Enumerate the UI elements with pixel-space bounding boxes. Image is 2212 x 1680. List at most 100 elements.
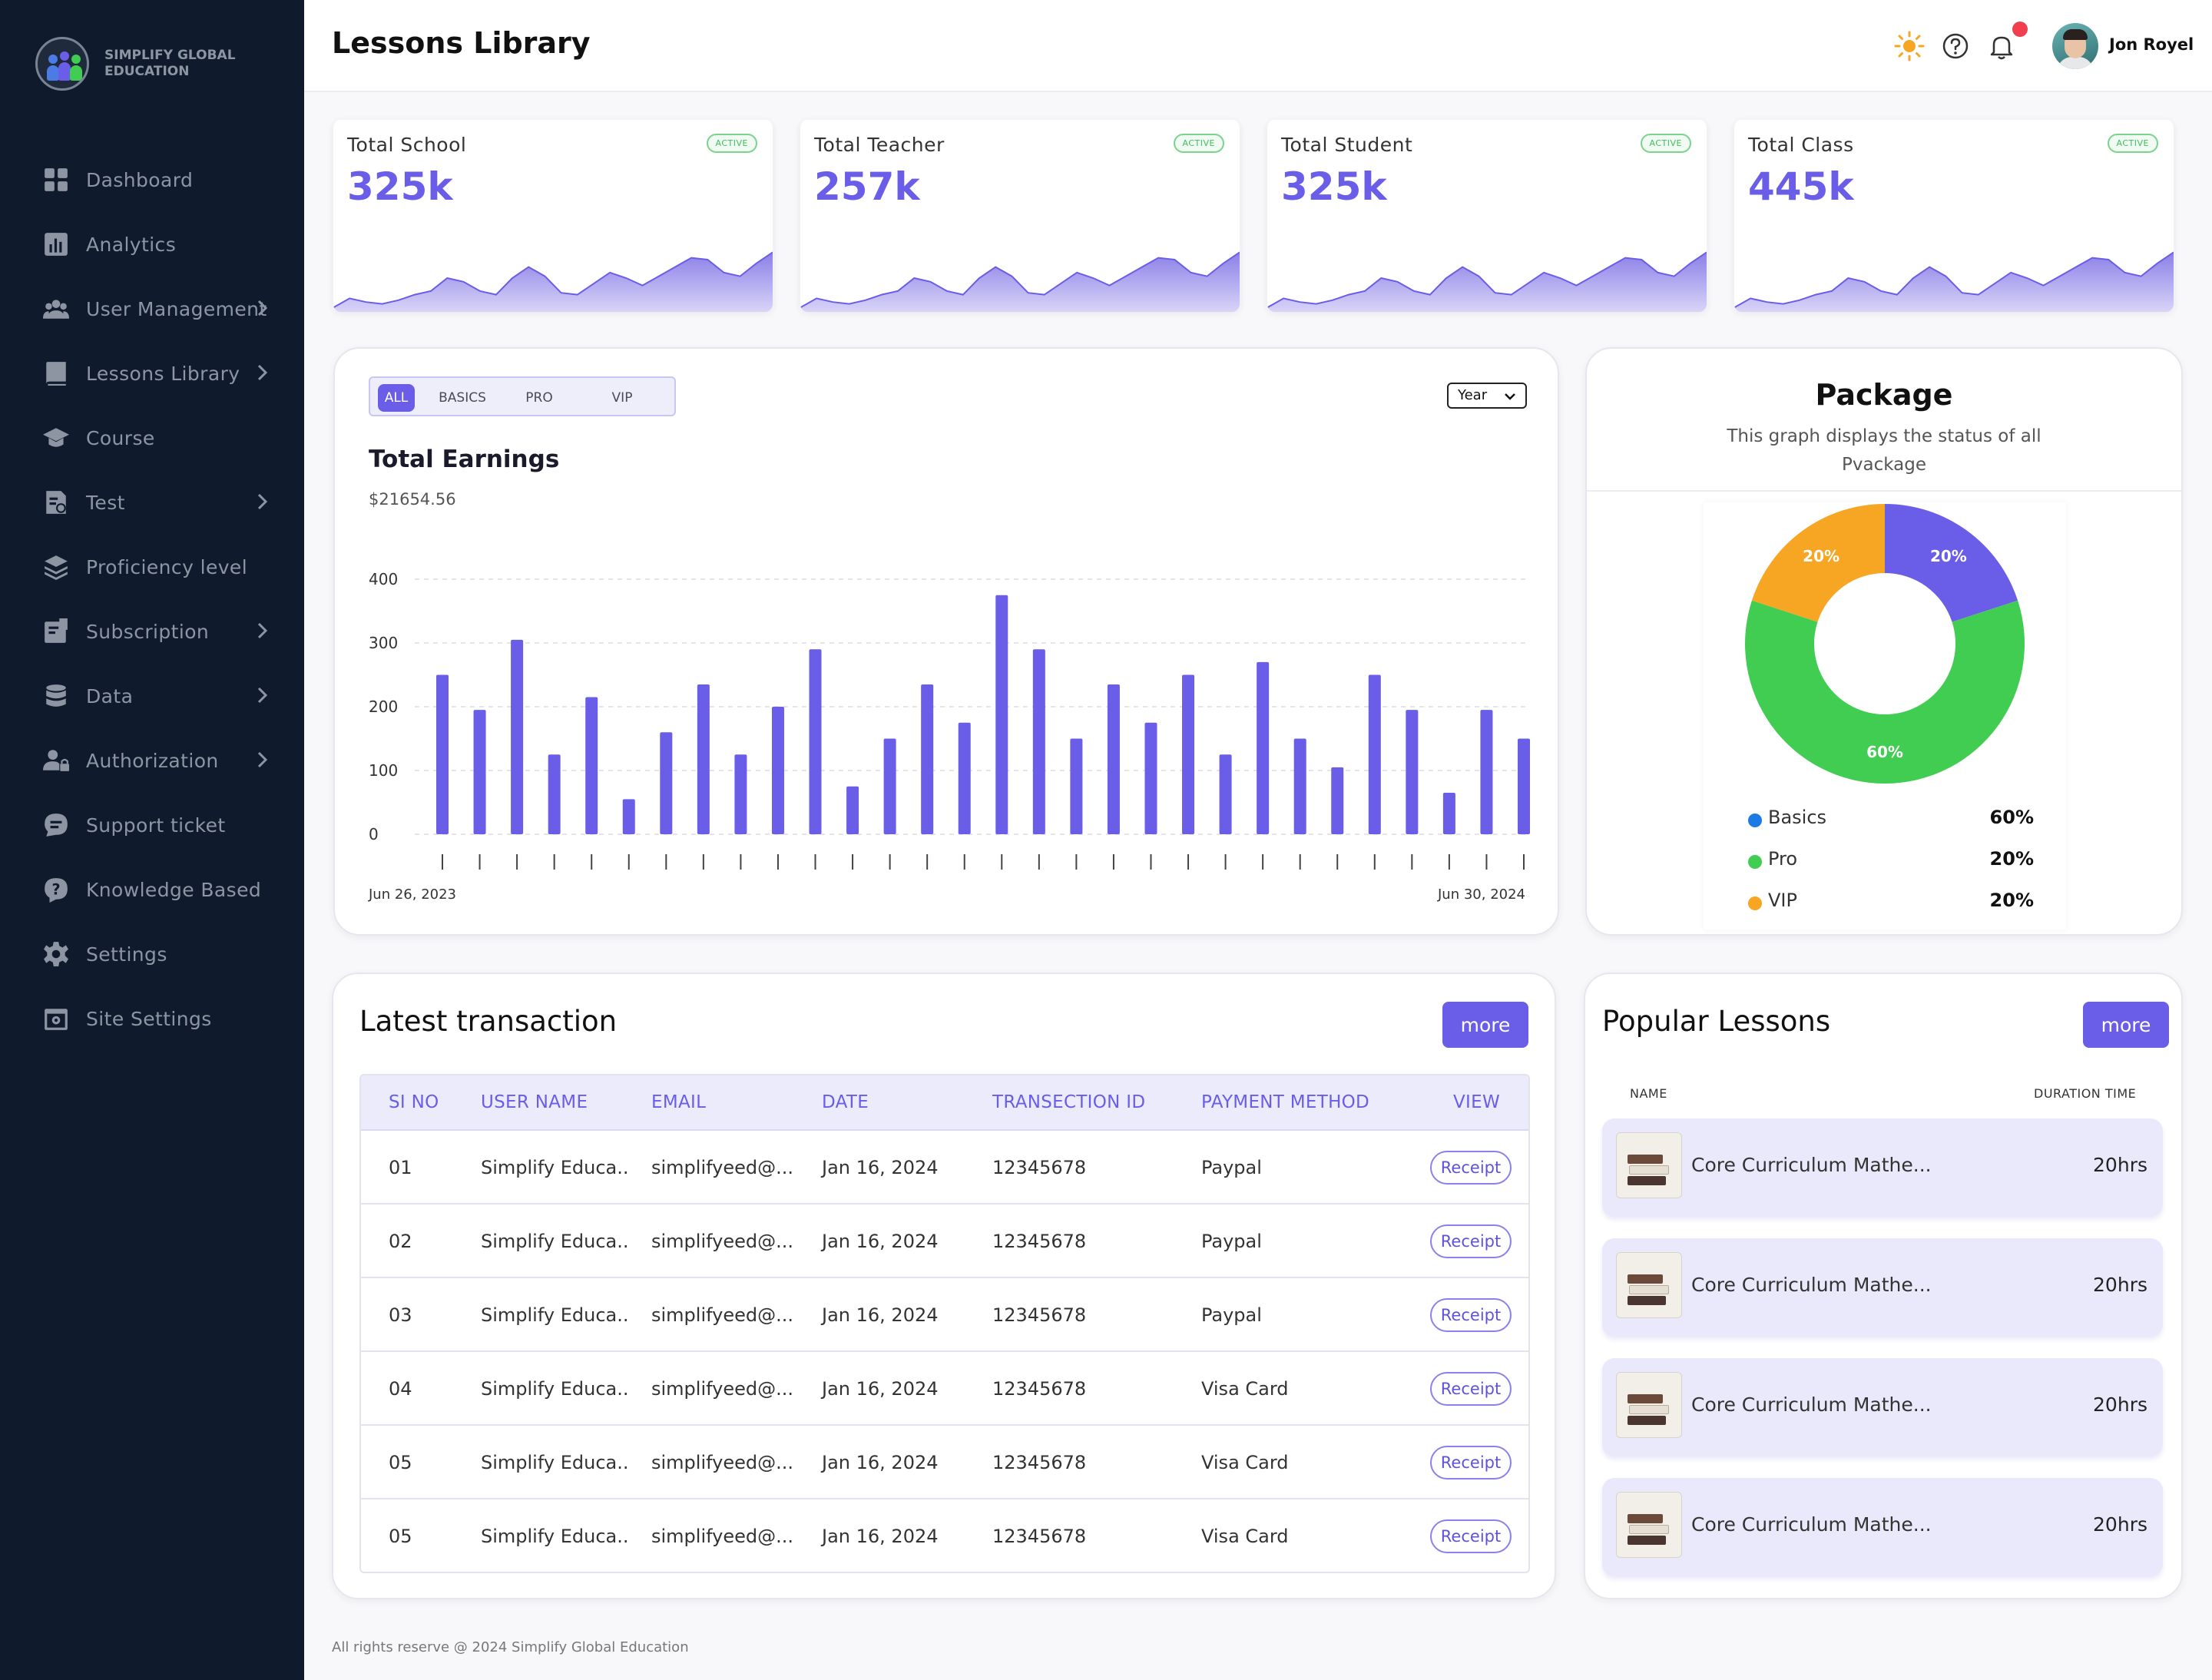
cell-date: Jan 16, 2024: [822, 1526, 939, 1547]
chevron-right-icon[interactable]: [252, 492, 272, 512]
earnings-bar: [473, 710, 486, 834]
lesson-duration: 20hrs: [2093, 1274, 2147, 1296]
column-name: NAME: [1630, 1086, 1667, 1101]
question-icon: ?: [45, 878, 68, 903]
chevron-right-icon[interactable]: [252, 298, 272, 318]
sidebar-item-test[interactable]: Test: [0, 470, 304, 535]
table-row: 05 Simplify Educa.. simplifyeed@... Jan 16,…: [361, 1499, 1528, 1572]
cell-tid: 12345678: [992, 1526, 1087, 1547]
earnings-bar: [1070, 738, 1083, 834]
sidebar-item-site-settings[interactable]: Site Settings: [0, 986, 304, 1051]
sidebar-item-lessons-library[interactable]: Lessons Library: [0, 341, 304, 406]
avatar[interactable]: [2052, 23, 2098, 69]
y-tick-label: 200: [369, 698, 398, 716]
plan-filter-tabs: ALL BASICS PRO VIP: [369, 376, 676, 416]
receipt-button[interactable]: Receipt: [1430, 1519, 1512, 1553]
legend-value: 60%: [1989, 807, 2034, 828]
earnings-amount: $21654.56: [369, 490, 456, 509]
earnings-bar: [921, 684, 934, 834]
stat-card-total-student[interactable]: Total Student 325k ACTIVE: [1267, 120, 1707, 312]
lesson-item[interactable]: Core Curriculum Mathe... 20hrs: [1602, 1238, 2163, 1337]
cell-method: Paypal: [1201, 1157, 1262, 1178]
sidebar-item-authorization[interactable]: Authorization: [0, 728, 304, 793]
sidebar-item-label: Lessons Library: [86, 362, 240, 385]
sidebar-item-data[interactable]: Data: [0, 664, 304, 728]
chevron-right-icon[interactable]: [252, 685, 272, 705]
svg-text:?: ?: [51, 880, 60, 898]
sidebar-item-analytics[interactable]: Analytics: [0, 212, 304, 277]
receipt-button[interactable]: Receipt: [1430, 1298, 1512, 1332]
y-tick-label: 0: [369, 825, 379, 843]
graduation-cap-icon: [43, 428, 69, 447]
cell-email: simplifyeed@...: [651, 1304, 794, 1326]
cell-user: Simplify Educa..: [481, 1452, 629, 1473]
lesson-item[interactable]: Core Curriculum Mathe... 20hrs: [1602, 1358, 2163, 1456]
site-settings-icon: [45, 1009, 68, 1030]
sidebar-item-proficiency-level[interactable]: Proficiency level: [0, 535, 304, 599]
brand-name: SIMPLIFY GLOBAL EDUCATION: [104, 48, 236, 79]
chevron-right-icon[interactable]: [252, 363, 272, 383]
bell-icon[interactable]: [1986, 31, 2017, 61]
stat-card-total-school[interactable]: Total School 325k ACTIVE: [333, 120, 773, 312]
receipt-button[interactable]: Receipt: [1430, 1224, 1512, 1258]
tab-vip[interactable]: VIP: [611, 390, 633, 406]
stat-card-total-class[interactable]: Total Class 445k ACTIVE: [1734, 120, 2174, 312]
gear-icon: [44, 942, 68, 966]
lesson-item[interactable]: Core Curriculum Mathe... 20hrs: [1602, 1478, 2163, 1576]
cell-email: simplifyeed@...: [651, 1378, 794, 1400]
donut-slice-basics: [1885, 504, 2018, 622]
column-header: TRANSECTION ID: [992, 1092, 1146, 1112]
legend-label: VIP: [1768, 890, 1797, 911]
tab-pro[interactable]: PRO: [525, 390, 553, 406]
sidebar-item-support-ticket[interactable]: Support ticket: [0, 793, 304, 857]
earnings-bar: [1257, 661, 1270, 834]
user-name[interactable]: Jon Royel: [2109, 35, 2194, 54]
sidebar-item-settings[interactable]: Settings: [0, 922, 304, 986]
legend-item-vip: VIP 20%: [1748, 888, 2034, 916]
legend-dot: [1748, 896, 1762, 910]
legend-label: Basics: [1768, 807, 1827, 828]
sidebar-item-subscription[interactable]: Subscription: [0, 599, 304, 664]
brand[interactable]: SIMPLIFY GLOBAL EDUCATION: [35, 37, 250, 91]
stat-value: 445k: [1748, 164, 1854, 209]
y-tick-label: 400: [369, 570, 398, 588]
transactions-title: Latest transaction: [359, 1005, 618, 1038]
divider: [1587, 490, 2181, 492]
chevron-right-icon[interactable]: [252, 750, 272, 770]
column-header: PAYMENT METHOD: [1201, 1092, 1370, 1112]
earnings-bar: [734, 754, 747, 834]
sidebar-item-dashboard[interactable]: Dashboard: [0, 147, 304, 212]
lesson-item[interactable]: Core Curriculum Mathe... 20hrs: [1602, 1118, 2163, 1217]
earnings-bar: [771, 707, 784, 834]
stat-value: 325k: [1281, 164, 1387, 209]
legend-dot: [1748, 855, 1762, 869]
legend-item-basics: Basics 60%: [1748, 805, 2034, 833]
sidebar-item-knowledge-based[interactable]: ? Knowledge Based: [0, 857, 304, 922]
cell-user: Simplify Educa..: [481, 1378, 629, 1400]
donut-slice-label: 20%: [1803, 547, 1839, 565]
cell-method: Visa Card: [1201, 1526, 1289, 1547]
tab-basics[interactable]: BASICS: [439, 390, 486, 406]
popular-lessons-title: Popular Lessons: [1602, 1005, 1831, 1038]
transactions-more-button[interactable]: more: [1442, 1002, 1528, 1048]
status-badge: ACTIVE: [1640, 134, 1691, 153]
sidebar-item-label: Site Settings: [86, 1007, 212, 1030]
sidebar-item-user-management[interactable]: User Management: [0, 277, 304, 341]
period-select[interactable]: Year: [1447, 383, 1527, 409]
popular-more-button[interactable]: more: [2083, 1002, 2169, 1048]
earnings-bar: [1144, 722, 1157, 834]
receipt-button[interactable]: Receipt: [1430, 1446, 1512, 1480]
stat-card-total-teacher[interactable]: Total Teacher 257k ACTIVE: [800, 120, 1240, 312]
table-row: 05 Simplify Educa.. simplifyeed@... Jan 16,…: [361, 1426, 1528, 1499]
test-icon: [46, 491, 66, 514]
help-icon[interactable]: [1940, 31, 1971, 61]
cell-no: 05: [389, 1452, 412, 1473]
sidebar-item-course[interactable]: Course: [0, 406, 304, 470]
donut-slice-label: 60%: [1866, 743, 1903, 761]
sun-icon[interactable]: [1894, 31, 1925, 61]
donut-slice-label: 20%: [1930, 547, 1967, 565]
receipt-button[interactable]: Receipt: [1430, 1151, 1512, 1185]
receipt-button[interactable]: Receipt: [1430, 1372, 1512, 1406]
tab-all[interactable]: ALL: [378, 384, 415, 412]
chevron-right-icon[interactable]: [252, 621, 272, 641]
